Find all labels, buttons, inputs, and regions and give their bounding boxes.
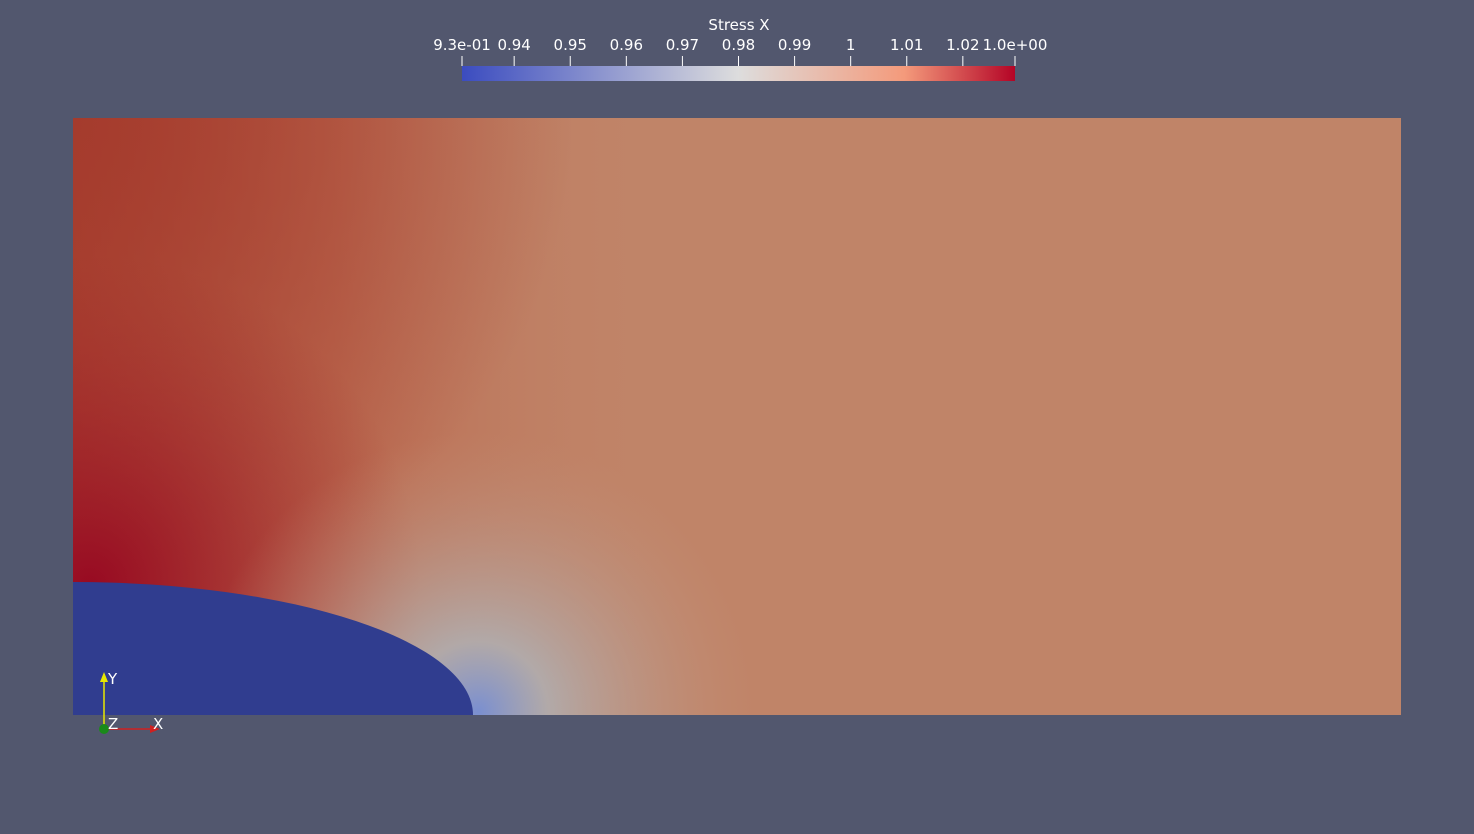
axis-x-label: X xyxy=(153,715,163,733)
colorbar-tick-label: 0.95 xyxy=(554,36,587,54)
axis-y-label: Y xyxy=(107,670,118,688)
colorbar-tick-label: 9.3e-01 xyxy=(433,36,491,54)
colorbar-tick-label: 1.01 xyxy=(890,36,923,54)
colorbar-tick-label: 0.96 xyxy=(610,36,643,54)
colorbar-tick-label: 0.98 xyxy=(722,36,755,54)
colorbar-tick-label: 0.99 xyxy=(778,36,811,54)
colorbar-tick-label: 1.0e+00 xyxy=(983,36,1048,54)
colorbar-tick-label: 1 xyxy=(846,36,856,54)
colorbar xyxy=(462,66,1015,81)
hole-region xyxy=(73,582,473,715)
axis-z-label: Z xyxy=(108,715,118,733)
colorbar-tick-label: 1.02 xyxy=(946,36,979,54)
field xyxy=(73,118,1401,715)
colorbar-title: Stress X xyxy=(708,16,769,34)
colorbar-tick-label: 0.97 xyxy=(666,36,699,54)
colorbar-tick-label: 0.94 xyxy=(497,36,530,54)
axes-triad: Y Z X xyxy=(99,670,163,734)
